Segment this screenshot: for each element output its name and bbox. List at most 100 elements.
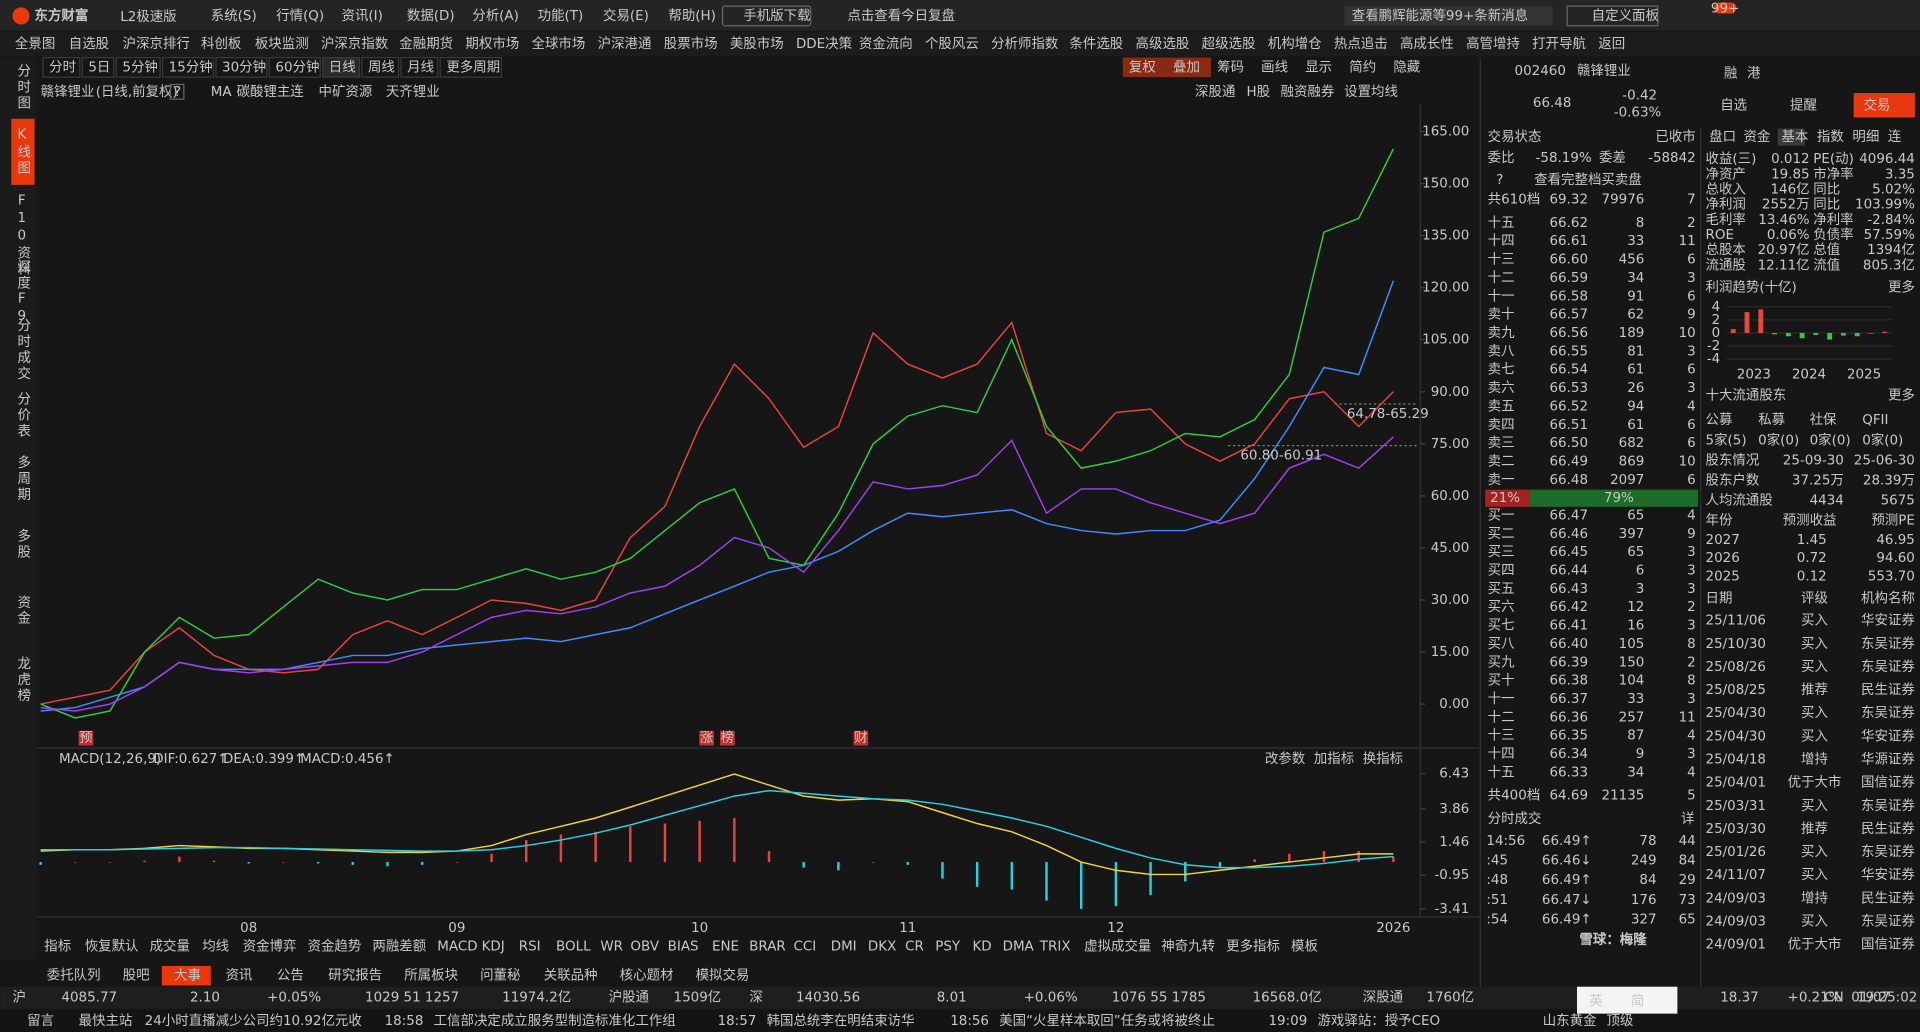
bottom-tab[interactable]: 委托队列 bbox=[47, 968, 101, 984]
nav-item[interactable]: 期权市场 bbox=[465, 35, 519, 52]
indicator-tab[interactable]: CCI bbox=[794, 939, 817, 954]
period-box[interactable] bbox=[81, 56, 115, 78]
nav-item[interactable]: 分析师指数 bbox=[991, 36, 1059, 52]
indicator-tab[interactable]: 资金博弈 bbox=[243, 937, 297, 954]
legend-entry[interactable]: 天齐锂业 bbox=[386, 84, 440, 100]
period-tab[interactable]: 5日 bbox=[88, 60, 110, 75]
messages[interactable]: 查看鹏辉能源等99+条新消息 bbox=[1352, 7, 1528, 24]
legend-entry[interactable]: 中矿资源 bbox=[319, 84, 373, 100]
panel-tab[interactable]: 基本 bbox=[1781, 128, 1808, 145]
bottom-tab[interactable]: 资讯 bbox=[225, 968, 252, 984]
legend-entry[interactable]: 碳酸锂主连 bbox=[236, 84, 304, 100]
indicator-tab[interactable]: BRAR bbox=[749, 939, 786, 954]
indicator-tab[interactable]: RSI bbox=[519, 939, 541, 954]
trade-button[interactable] bbox=[1853, 93, 1915, 118]
bottom-tab[interactable]: 模拟交易 bbox=[696, 967, 750, 984]
button[interactable] bbox=[1566, 5, 1659, 27]
period-box[interactable] bbox=[400, 56, 439, 78]
bottom-tab[interactable]: 大事 bbox=[174, 968, 201, 984]
side-tab[interactable]: 资金 bbox=[14, 595, 31, 627]
indicator-tab[interactable]: 模板 bbox=[1291, 938, 1318, 954]
legend-link[interactable]: 融资融券 bbox=[1280, 84, 1334, 100]
tool-box[interactable] bbox=[1122, 57, 1167, 78]
legend-link[interactable]: 深股通 bbox=[1195, 84, 1236, 100]
tool-button[interactable]: 简约 bbox=[1349, 58, 1376, 75]
side-tab[interactable]: 多周期 bbox=[14, 454, 31, 503]
tool-box[interactable] bbox=[1166, 57, 1211, 78]
indicator-tab[interactable]: PSY bbox=[935, 939, 961, 954]
nav-item[interactable]: 金融期货 bbox=[399, 35, 453, 52]
indicator-tab[interactable]: OBV bbox=[630, 939, 659, 954]
menu-item[interactable]: 资讯(I) bbox=[342, 8, 383, 24]
nav-item[interactable]: 资金流向 bbox=[859, 36, 913, 52]
period-tab[interactable]: 周线 bbox=[368, 59, 395, 75]
indicator-tab[interactable]: 神奇九转 bbox=[1161, 937, 1215, 954]
indicator-tab[interactable]: DMA bbox=[1003, 939, 1035, 954]
alert-button[interactable]: 提醒 bbox=[1790, 97, 1817, 113]
indicator-tab[interactable]: ENE bbox=[712, 939, 739, 954]
period-box[interactable] bbox=[439, 56, 503, 78]
nav-item[interactable]: 机构增仓 bbox=[1268, 36, 1322, 52]
indicator-tab[interactable]: 恢复默认 bbox=[85, 937, 139, 954]
period-box[interactable] bbox=[115, 56, 161, 78]
period-box[interactable] bbox=[268, 56, 321, 78]
nav-item[interactable]: 科创板 bbox=[201, 36, 241, 52]
period-tab[interactable]: 30分钟 bbox=[222, 58, 266, 75]
indicator-tab[interactable]: WR bbox=[600, 939, 623, 954]
bottom-tab[interactable]: 研究报告 bbox=[328, 968, 382, 984]
indicator-tab[interactable]: 成交量 bbox=[150, 937, 190, 954]
nav-item[interactable]: 个股风云 bbox=[925, 36, 979, 52]
indicator-tool[interactable]: 加指标 bbox=[1314, 751, 1354, 767]
nav-item[interactable]: 沪深京指数 bbox=[321, 36, 389, 52]
panel-tab[interactable]: 明细 bbox=[1852, 129, 1879, 145]
menu-item[interactable]: 数据(D) bbox=[407, 8, 455, 24]
panel-tab[interactable]: 资金 bbox=[1743, 129, 1770, 145]
nav-item[interactable]: 美股市场 bbox=[730, 35, 784, 52]
tool-button[interactable]: 复权 bbox=[1129, 58, 1156, 75]
nav-item[interactable]: 高成长性 bbox=[1400, 35, 1454, 52]
indicator-tool[interactable]: 换指标 bbox=[1363, 751, 1403, 767]
bottom-tab-active[interactable] bbox=[161, 965, 211, 986]
full-book-link[interactable]: 查看完整档买卖盘 bbox=[1534, 171, 1642, 188]
panel-tab[interactable]: 连 bbox=[1888, 129, 1902, 145]
button[interactable] bbox=[1344, 6, 1553, 26]
period-tab[interactable]: 15分钟 bbox=[169, 58, 213, 75]
side-tab[interactable]: 多股 bbox=[14, 528, 31, 561]
side-tab[interactable]: 深度F9 bbox=[14, 259, 31, 326]
event-box[interactable] bbox=[699, 730, 714, 746]
bottom-tab[interactable]: 关联品种 bbox=[544, 968, 598, 984]
period-tab[interactable]: 更多周期 bbox=[446, 58, 500, 75]
menu-item[interactable]: 交易(E) bbox=[603, 7, 649, 24]
nav-item[interactable]: 全球市场 bbox=[532, 35, 586, 52]
indicator-tab[interactable]: DMI bbox=[831, 939, 857, 954]
side-tab[interactable]: F10资料 bbox=[14, 193, 31, 277]
nav-item[interactable]: 返回 bbox=[1598, 36, 1625, 52]
indicator-tab[interactable]: 虚拟成交量 bbox=[1084, 937, 1151, 954]
period-tab[interactable]: 60分钟 bbox=[275, 58, 319, 75]
bottom-tab[interactable]: 股吧 bbox=[123, 969, 150, 984]
panel-tab[interactable]: 指数 bbox=[1817, 129, 1844, 145]
mobile-link[interactable]: 手机版下载 bbox=[743, 8, 810, 24]
indicator-tab[interactable]: CR bbox=[905, 939, 924, 954]
indicator-tab[interactable]: MACD bbox=[437, 939, 477, 954]
menu-item[interactable]: 分析(A) bbox=[472, 8, 519, 24]
custom-panel[interactable]: 自定义面板 bbox=[1592, 8, 1659, 24]
indicator-tab[interactable]: 资金趋势 bbox=[308, 938, 362, 954]
period-box[interactable] bbox=[42, 56, 81, 78]
bottom-tab[interactable]: 公告 bbox=[277, 968, 304, 984]
indicator-tab[interactable]: 均线 bbox=[202, 938, 229, 954]
tool-button[interactable]: 画线 bbox=[1261, 59, 1288, 75]
nav-item[interactable]: 热点追击 bbox=[1334, 36, 1388, 52]
more-link[interactable]: 更多 bbox=[1888, 279, 1915, 296]
period-tab[interactable]: 5分钟 bbox=[122, 58, 157, 75]
nav-item[interactable]: 股票市场 bbox=[664, 35, 718, 52]
nav-item[interactable]: 沪深京排行 bbox=[123, 36, 190, 52]
tool-button[interactable]: 叠加 bbox=[1173, 59, 1200, 75]
menu-item[interactable]: 系统(S) bbox=[211, 8, 257, 24]
bottom-tab[interactable]: 问董秘 bbox=[480, 968, 520, 984]
tool-button[interactable]: 隐藏 bbox=[1393, 59, 1420, 75]
indicator-tab[interactable]: 指标 bbox=[44, 938, 71, 954]
period-box[interactable] bbox=[361, 56, 400, 78]
legend-link[interactable]: 设置均线 bbox=[1344, 84, 1398, 100]
watch-button[interactable]: 自选 bbox=[1720, 97, 1747, 113]
